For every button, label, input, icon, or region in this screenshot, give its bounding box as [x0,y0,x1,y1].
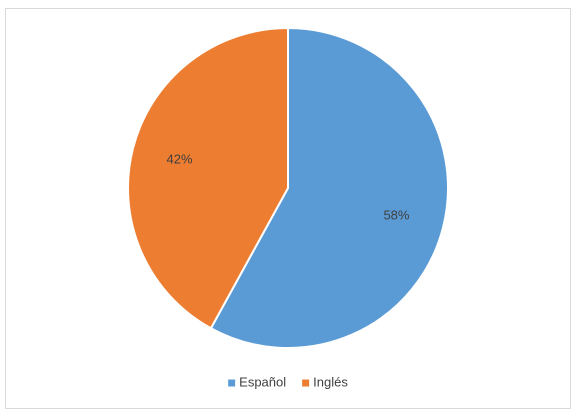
pie-slice [209,26,449,349]
pie-slice [127,26,289,330]
data-label: 58% [383,207,409,222]
legend-label: Inglés [313,374,348,389]
legend-marker [228,379,236,387]
legend-label: Español [239,374,286,389]
legend-marker [302,379,310,387]
data-label: 42% [167,152,193,167]
